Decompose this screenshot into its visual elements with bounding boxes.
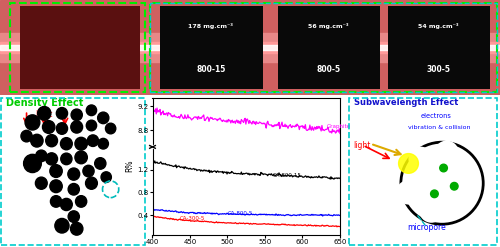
Circle shape	[21, 130, 32, 142]
Circle shape	[435, 142, 458, 164]
Circle shape	[68, 184, 80, 195]
Circle shape	[50, 165, 62, 177]
Circle shape	[106, 123, 116, 134]
Circle shape	[50, 180, 62, 193]
Text: CA-800-5: CA-800-5	[228, 211, 253, 216]
Text: Subwavelength Effect: Subwavelength Effect	[354, 98, 458, 107]
Circle shape	[56, 123, 68, 134]
Text: light: light	[36, 110, 53, 119]
Circle shape	[46, 153, 58, 165]
Circle shape	[75, 137, 88, 150]
Circle shape	[60, 138, 72, 150]
Circle shape	[452, 163, 475, 185]
Bar	[0, 45, 500, 50]
Circle shape	[98, 138, 108, 149]
Circle shape	[70, 222, 83, 235]
Circle shape	[68, 168, 80, 180]
Circle shape	[61, 153, 72, 165]
Circle shape	[88, 135, 99, 146]
Circle shape	[94, 158, 106, 169]
Circle shape	[56, 107, 68, 119]
Text: vibration & collision: vibration & collision	[408, 125, 471, 130]
Circle shape	[83, 165, 94, 177]
Y-axis label: R%: R%	[126, 160, 134, 172]
Text: micropore: micropore	[408, 223, 446, 232]
Text: 54 mg.cm⁻³: 54 mg.cm⁻³	[418, 23, 459, 29]
Circle shape	[440, 164, 448, 172]
Bar	[278, 6, 380, 89]
Circle shape	[42, 121, 55, 133]
Circle shape	[86, 120, 97, 131]
Text: 800-5: 800-5	[316, 65, 340, 74]
Circle shape	[86, 105, 97, 116]
Circle shape	[430, 190, 438, 198]
Circle shape	[410, 147, 432, 170]
Text: CA-300-5: CA-300-5	[180, 216, 206, 221]
Circle shape	[101, 172, 112, 183]
Bar	[0, 42, 500, 53]
Circle shape	[55, 218, 69, 233]
Text: light: light	[354, 141, 371, 150]
Circle shape	[446, 190, 468, 213]
Circle shape	[24, 154, 42, 173]
Text: CA-800-15: CA-800-15	[272, 173, 302, 178]
Circle shape	[71, 121, 83, 133]
Text: Density Effect: Density Effect	[6, 98, 84, 108]
Text: electrons: electrons	[420, 113, 452, 119]
Text: 178 mg.cm⁻³: 178 mg.cm⁻³	[188, 23, 234, 29]
Circle shape	[46, 135, 58, 147]
Circle shape	[86, 177, 98, 189]
Circle shape	[38, 106, 51, 120]
Text: 56 mg.cm⁻³: 56 mg.cm⁻³	[308, 23, 349, 29]
Circle shape	[450, 183, 458, 190]
Circle shape	[36, 150, 47, 162]
Circle shape	[50, 196, 62, 207]
Circle shape	[30, 134, 43, 147]
Circle shape	[36, 177, 47, 189]
Circle shape	[75, 151, 88, 164]
Text: 800-15: 800-15	[196, 65, 226, 74]
Bar	[388, 6, 490, 89]
Circle shape	[60, 198, 72, 210]
Bar	[0, 33, 500, 62]
Bar	[20, 6, 140, 89]
Circle shape	[397, 181, 420, 204]
Circle shape	[98, 112, 109, 124]
Circle shape	[68, 211, 80, 222]
Circle shape	[71, 109, 83, 121]
Bar	[160, 6, 262, 89]
Text: Graphite: Graphite	[327, 124, 351, 129]
Circle shape	[25, 115, 40, 130]
Circle shape	[398, 154, 418, 173]
Circle shape	[402, 143, 482, 224]
Circle shape	[420, 199, 443, 222]
Text: 300-5: 300-5	[426, 65, 450, 74]
Circle shape	[76, 196, 86, 207]
